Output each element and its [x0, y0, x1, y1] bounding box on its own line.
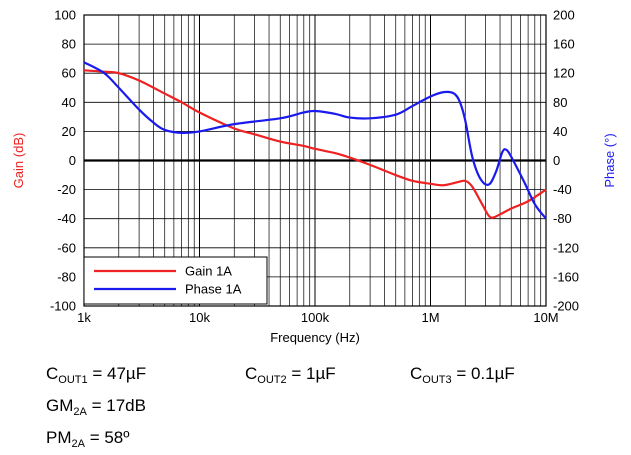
- y-right-tick-label: -120: [553, 240, 579, 255]
- gm-symbol: GM: [46, 396, 74, 415]
- y-axis-left-title: Gain (dB): [11, 133, 26, 189]
- cout2-symbol: C: [245, 364, 258, 383]
- y-right-tick-label: 160: [553, 37, 575, 52]
- cout1-subscript: OUT1: [58, 374, 88, 386]
- y-right-tick-label: -160: [553, 269, 579, 284]
- pm-symbol: PM: [46, 428, 72, 447]
- y-right-tick-label: 200: [553, 8, 575, 23]
- gm-value: = 17dB: [86, 396, 146, 415]
- x-tick-label: 10k: [189, 310, 210, 325]
- y-left-tick-label: 40: [62, 95, 76, 110]
- y-right-tick-label: 120: [553, 66, 575, 81]
- cout2-value: = 1µF: [286, 364, 336, 383]
- y-left-tick-label: -80: [57, 269, 76, 284]
- y-right-tick-label: -40: [553, 182, 572, 197]
- cout2-subscript: OUT2: [257, 374, 287, 386]
- plot-area-frame: [83, 14, 547, 307]
- tick-labels: 1k 10k 100k 1M 10M-100-80-60-40-200204060801…: [50, 8, 579, 326]
- cout3-note: COUT3 = 0.1µF: [410, 364, 515, 386]
- cout3-value: = 0.1µF: [451, 364, 515, 383]
- x-tick-label: 10M: [533, 310, 558, 325]
- series-layer: [83, 61, 547, 220]
- y-left-tick-label: 80: [62, 37, 76, 52]
- y-axis-right-title: Phase (°): [602, 133, 617, 187]
- y-left-tick-label: 60: [62, 66, 76, 81]
- y-left-tick-label: 20: [62, 124, 76, 139]
- phase-1a-series-line: [83, 61, 547, 220]
- y-left-tick-label: -40: [57, 211, 76, 226]
- cout1-symbol: C: [46, 364, 59, 383]
- y-right-tick-label: -200: [553, 299, 579, 314]
- y-right-tick-label: 0: [553, 153, 560, 168]
- bode-plot-chart: 1k 10k 100k 1M 10M-100-80-60-40-200204060801…: [11, 8, 617, 346]
- gain-margin-note: GM2A = 17dB: [46, 396, 146, 418]
- y-left-tick-label: -60: [57, 240, 76, 255]
- x-axis-title: Frequency (Hz): [270, 330, 360, 345]
- y-right-tick-label: 80: [553, 95, 567, 110]
- x-tick-label: 1k: [77, 310, 91, 325]
- cout3-symbol: C: [410, 364, 423, 383]
- cout3-subscript: OUT3: [422, 374, 452, 386]
- phase-margin-note: PM2A = 58º: [46, 428, 129, 450]
- pm-value: = 58º: [84, 428, 130, 447]
- legend-label-gain-1a: Gain 1A: [185, 264, 232, 279]
- y-left-tick-label: 0: [69, 153, 76, 168]
- legend-box: [83, 256, 268, 305]
- cout2-note: COUT2 = 1µF: [245, 364, 336, 386]
- y-right-tick-label: 40: [553, 124, 567, 139]
- y-left-tick-label: -20: [57, 182, 76, 197]
- cout1-value: = 47µF: [87, 364, 147, 383]
- pm-subscript: 2A: [71, 438, 85, 450]
- legend-label-phase-1a: Phase 1A: [185, 282, 242, 297]
- y-left-tick-label: -100: [50, 299, 76, 314]
- x-tick-label: 1M: [421, 310, 439, 325]
- cout1-note: COUT1 = 47µF: [46, 364, 146, 386]
- x-tick-label: 100k: [301, 310, 330, 325]
- y-left-tick-label: 100: [54, 8, 76, 23]
- gain-1a-series-line: [83, 69, 547, 219]
- chart-legend: Gain 1A Phase 1A: [83, 256, 268, 305]
- gm-subscript: 2A: [73, 406, 87, 418]
- y-right-tick-label: -80: [553, 211, 572, 226]
